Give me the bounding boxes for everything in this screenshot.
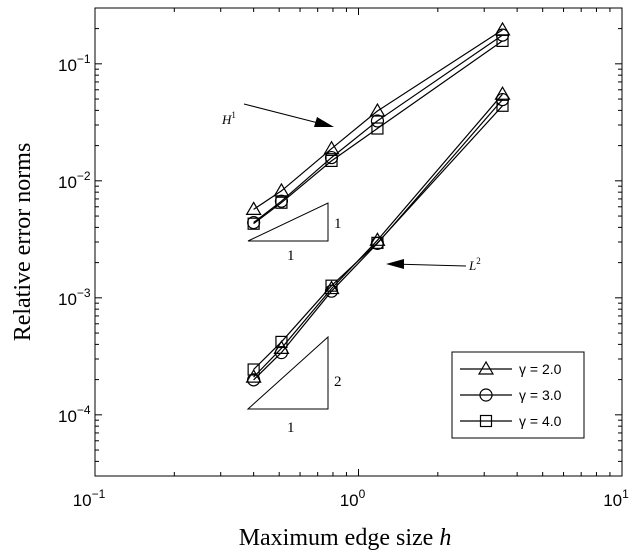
legend-items: γ = 2.0 γ = 3.0 γ = 4.0 [460, 360, 562, 429]
data-point-l2-triangle [494, 86, 511, 100]
x-tick-base: 10 [73, 491, 92, 510]
y-tick-exp: −2 [77, 169, 91, 183]
legend-box [451, 351, 585, 439]
x-tick-label: 100 [340, 487, 366, 510]
x-tick-base: 10 [340, 491, 359, 510]
data-point-h1-circle [370, 114, 385, 128]
data-point-l2-circle [247, 373, 261, 387]
data-point-h1-triangle [323, 140, 340, 155]
slope-triangle-1-rise: 1 [334, 216, 342, 232]
x-axis-title: Maximum edge size h [239, 525, 452, 551]
l2-arrow-head [386, 259, 404, 269]
x-tick-exp: 1 [622, 487, 629, 501]
data-point-h1-square [371, 122, 384, 135]
y-tick-exp: −1 [77, 52, 91, 66]
legend-marker-circle [479, 388, 493, 402]
data-point-h1-square [325, 154, 338, 168]
data-point-l2-triangle [245, 368, 262, 383]
legend-marker-triangle [477, 360, 495, 375]
legend-label: γ = 3.0 [519, 387, 562, 403]
x-tick-exp: 0 [359, 487, 366, 501]
x-tick-label: 101 [603, 487, 629, 510]
l2-label: L2 [468, 256, 481, 273]
data-point-l2-square [325, 279, 338, 292]
y-tick-exp: −3 [77, 286, 91, 300]
data-point-l2-square [275, 335, 288, 349]
data-point-h1-triangle [273, 182, 290, 197]
legend-label: γ = 2.0 [519, 361, 562, 377]
slope-triangle-1-run: 1 [287, 248, 295, 264]
y-tick-label: 10−4 [58, 403, 91, 426]
series-line-h1-triangle [253, 29, 503, 210]
y-tick-label: 10−2 [58, 169, 91, 192]
data-point-h1-triangle [369, 102, 386, 117]
data-point-l2-square [371, 236, 384, 249]
data-point-h1-square [247, 217, 260, 230]
y-tick-label: 10−3 [58, 286, 91, 309]
data-point-l2-square [496, 99, 509, 112]
x-tick-label: 10−1 [73, 487, 106, 510]
data-point-l2-triangle [369, 232, 386, 246]
legend-label: γ = 4.0 [519, 413, 562, 429]
y-axis-title: Relative error norms [10, 143, 36, 342]
y-tick-base: 10 [58, 56, 77, 75]
data-point-l2-circle [274, 346, 289, 360]
l2-arrow-line [391, 263, 467, 267]
data-point-h1-square [496, 34, 509, 48]
l2-annotation: L2 [386, 256, 481, 273]
series-markers [245, 21, 511, 387]
slope-triangle-2-run: 1 [287, 420, 295, 436]
data-point-h1-square [275, 196, 288, 209]
slope-triangle-1: 1 1 [247, 202, 342, 264]
y-tick-base: 10 [58, 173, 77, 192]
slope-triangle-2-shape [246, 335, 329, 410]
h1-label: H1 [221, 110, 236, 127]
data-point-h1-triangle [245, 201, 262, 215]
data-point-l2-triangle [323, 280, 340, 295]
series-line-h1-square [253, 40, 503, 225]
series-line-l2-triangle [253, 93, 503, 378]
data-point-l2-square [247, 363, 260, 376]
y-tick-label: 10−1 [58, 52, 91, 75]
slope-triangle-1-shape [247, 202, 329, 242]
y-tick-exp: −4 [77, 403, 91, 417]
legend-marker-square [479, 414, 493, 428]
data-point-l2-circle [495, 92, 510, 107]
h1-arrow-head [314, 117, 334, 127]
y-tick-base: 10 [58, 407, 77, 426]
legend: γ = 2.0 γ = 3.0 γ = 4.0 [451, 351, 585, 439]
x-tick-base: 10 [603, 491, 622, 510]
slope-triangle-2: 2 1 [246, 335, 342, 436]
y-tick-base: 10 [58, 290, 77, 309]
x-tick-exp: −1 [92, 487, 106, 501]
slope-triangle-2-rise: 2 [334, 374, 342, 390]
series-line-h1-circle [253, 34, 503, 223]
h1-annotation: H1 [221, 103, 334, 127]
